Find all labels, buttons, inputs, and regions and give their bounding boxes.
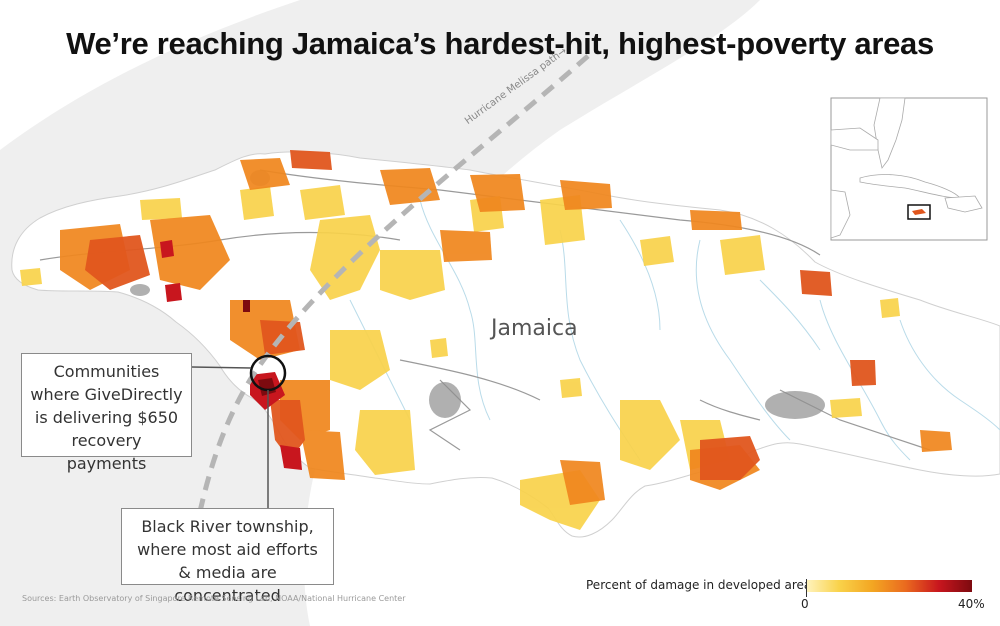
legend-title: Percent of damage in developed areas: [586,578,822,592]
inset-florida [873,97,906,169]
legend-min-label: 0 [801,597,809,611]
inset-hispaniola [944,195,983,213]
givedirectly-callout: Communities where GiveDirectly is delive… [21,353,192,473]
page-title: We’re reaching Jamaica’s hardest-hit, hi… [66,26,934,61]
sources-note: Sources: Earth Observatory of Singapore … [22,594,406,603]
damage-patches [20,150,952,530]
black-river-callout: Black River township, where most aid eff… [121,508,334,605]
legend-max-label: 40% [958,597,985,611]
island-label: Jamaica [491,316,578,341]
inset-gulf-coast [830,127,879,151]
inset-jamaica-box [907,204,931,220]
givedirectly-leader-line [191,366,252,369]
inset-locator-map [830,97,988,241]
inset-central-america [830,189,851,239]
hurricane-path-line [187,54,590,561]
legend-min-tick [806,579,807,597]
legend-color-ramp [806,580,972,592]
inset-jamaica [912,209,926,215]
